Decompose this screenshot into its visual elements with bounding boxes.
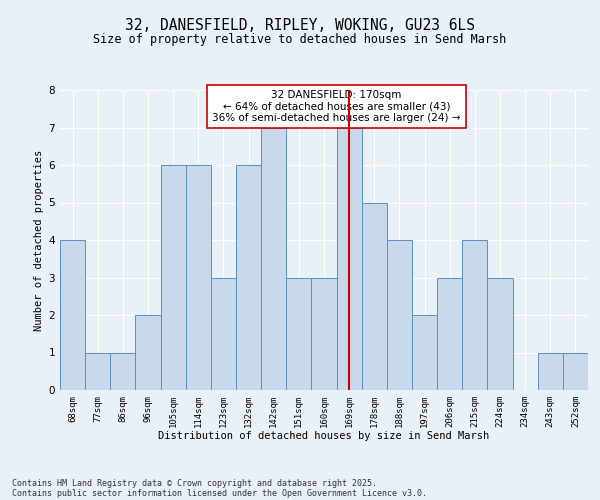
Bar	[85, 352, 110, 390]
Bar	[136, 315, 161, 390]
Bar	[161, 165, 186, 390]
Bar	[110, 352, 136, 390]
Bar	[487, 278, 512, 390]
Bar	[60, 240, 85, 390]
Bar	[538, 352, 563, 390]
X-axis label: Distribution of detached houses by size in Send Marsh: Distribution of detached houses by size …	[158, 432, 490, 442]
Bar	[261, 128, 286, 390]
Bar	[412, 315, 437, 390]
Bar	[311, 278, 337, 390]
Bar	[211, 278, 236, 390]
Text: 32, DANESFIELD, RIPLEY, WOKING, GU23 6LS: 32, DANESFIELD, RIPLEY, WOKING, GU23 6LS	[125, 18, 475, 32]
Bar	[186, 165, 211, 390]
Bar	[462, 240, 487, 390]
Bar	[437, 278, 462, 390]
Bar	[337, 128, 362, 390]
Bar	[563, 352, 588, 390]
Y-axis label: Number of detached properties: Number of detached properties	[34, 150, 44, 330]
Text: Size of property relative to detached houses in Send Marsh: Size of property relative to detached ho…	[94, 32, 506, 46]
Bar	[387, 240, 412, 390]
Text: Contains public sector information licensed under the Open Government Licence v3: Contains public sector information licen…	[12, 488, 427, 498]
Text: 32 DANESFIELD: 170sqm
← 64% of detached houses are smaller (43)
36% of semi-deta: 32 DANESFIELD: 170sqm ← 64% of detached …	[212, 90, 461, 123]
Bar	[286, 278, 311, 390]
Text: Contains HM Land Registry data © Crown copyright and database right 2025.: Contains HM Land Registry data © Crown c…	[12, 478, 377, 488]
Bar	[362, 202, 387, 390]
Bar	[236, 165, 261, 390]
